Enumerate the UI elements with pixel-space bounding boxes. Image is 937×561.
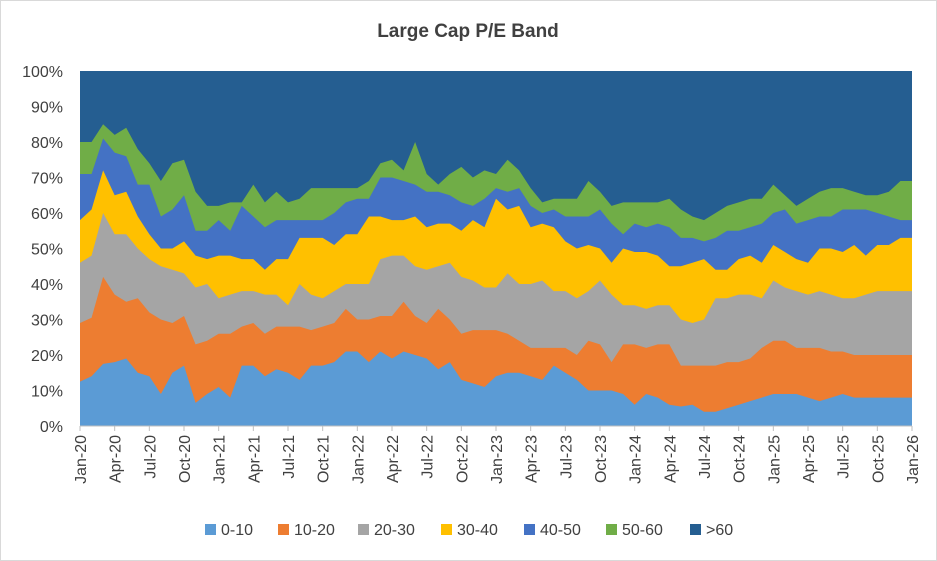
legend-label: 40-50 <box>540 522 581 539</box>
y-tick-label: 40% <box>31 277 63 294</box>
x-tick-label: Jan-21 <box>212 435 229 484</box>
legend-swatch <box>524 524 535 535</box>
x-tick-label: Jul-25 <box>836 435 853 479</box>
legend-label: >60 <box>706 522 733 539</box>
x-tick-label: Jan-24 <box>628 435 645 484</box>
legend: 0-10 10-20 20-30 30-40 40-50 50-60 >60 <box>205 522 733 539</box>
x-tick-label: Jan-22 <box>350 435 367 484</box>
legend-label: 30-40 <box>457 522 498 539</box>
x-tick-label: Jul-20 <box>142 435 159 479</box>
x-tick-label: Apr-20 <box>108 435 125 483</box>
legend-swatch <box>205 524 216 535</box>
x-tick-label: Oct-20 <box>177 435 194 483</box>
x-tick-label: Oct-22 <box>454 435 471 483</box>
y-tick-label: 30% <box>31 313 63 330</box>
y-tick-label: 0% <box>40 419 63 436</box>
y-tick-label: 90% <box>31 100 63 117</box>
x-tick-label: Jan-20 <box>73 435 90 484</box>
x-tick-label: Jul-21 <box>281 435 298 479</box>
x-tick-label: Apr-25 <box>801 435 818 483</box>
legend-label: 50-60 <box>622 522 663 539</box>
x-tick-label: Jul-24 <box>697 435 714 479</box>
x-tick-label: Oct-21 <box>316 435 333 483</box>
x-tick-label: Jul-22 <box>420 435 437 479</box>
x-tick-label: Apr-22 <box>385 435 402 483</box>
x-tick-label: Apr-21 <box>246 435 263 483</box>
x-tick-label: Oct-25 <box>870 435 887 483</box>
x-tick-label: Jan-23 <box>489 435 506 484</box>
area-series-group <box>80 71 912 426</box>
legend-swatch <box>690 524 701 535</box>
x-tick-label: Oct-24 <box>732 435 749 483</box>
y-tick-label: 50% <box>31 242 63 259</box>
x-tick-label: Apr-24 <box>662 435 679 483</box>
x-tick-label: Oct-23 <box>593 435 610 483</box>
y-axis: 0% 10% 20% 30% 40% 50% 60% 70% 80% 90% 100% <box>22 64 63 436</box>
y-tick-label: 70% <box>31 171 63 188</box>
legend-label: 10-20 <box>294 522 335 539</box>
y-tick-label: 20% <box>31 348 63 365</box>
x-tick-label: Jul-23 <box>558 435 575 479</box>
y-tick-label: 60% <box>31 206 63 223</box>
chart-title: Large Cap P/E Band <box>377 21 559 42</box>
x-tick-label: Apr-23 <box>524 435 541 483</box>
legend-swatch <box>278 524 289 535</box>
legend-label: 0-10 <box>221 522 253 539</box>
y-tick-label: 100% <box>22 64 63 81</box>
legend-label: 20-30 <box>374 522 415 539</box>
legend-swatch <box>606 524 617 535</box>
x-tick-label: Jan-25 <box>766 435 783 484</box>
y-tick-label: 10% <box>31 384 63 401</box>
legend-swatch <box>358 524 369 535</box>
x-axis: Jan-20 Apr-20 Jul-20 Oct-20 Jan-21 Apr-21 Jul-… <box>73 425 922 484</box>
x-tick-label: Jan-26 <box>905 435 922 484</box>
area-0-10 <box>80 351 912 426</box>
legend-swatch <box>441 524 452 535</box>
y-tick-label: 80% <box>31 135 63 152</box>
